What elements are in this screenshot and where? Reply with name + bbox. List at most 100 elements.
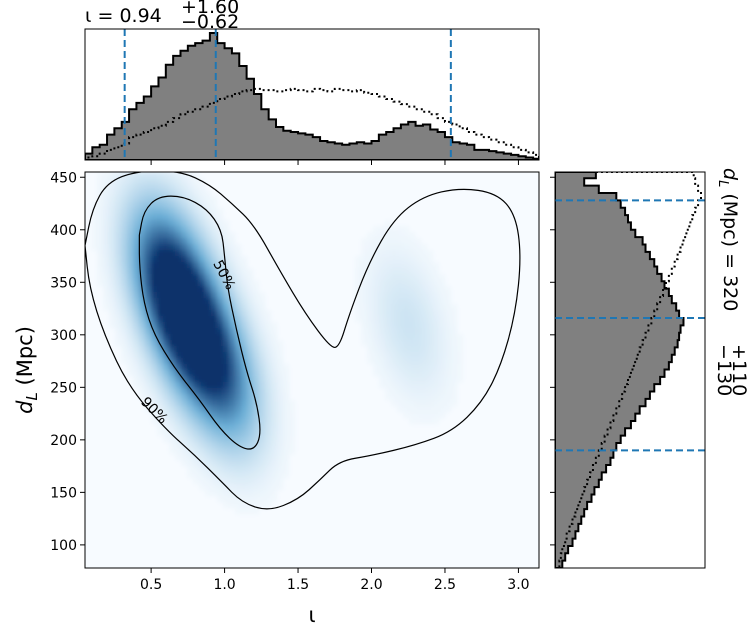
heatmap-cell <box>415 304 422 311</box>
heatmap-cell <box>133 292 140 299</box>
heatmap-cell <box>211 328 218 335</box>
heatmap-cell <box>253 304 260 311</box>
heatmap-cell <box>361 238 368 245</box>
heatmap-cell <box>229 274 236 281</box>
heatmap-cell <box>211 406 218 413</box>
heatmap-cell <box>205 364 212 371</box>
heatmap-cell <box>187 220 194 227</box>
heatmap-cell <box>217 286 224 293</box>
heatmap-cell <box>139 292 146 299</box>
heatmap-cell <box>427 412 434 419</box>
heatmap-cell <box>211 340 218 347</box>
heatmap-cell <box>145 358 152 365</box>
heatmap-cell <box>181 262 188 269</box>
heatmap-cell <box>211 256 218 263</box>
heatmap-cell <box>373 250 380 257</box>
main-panel: 50%90% 0.5 1.0 1.5 2.0 2.5 3.0 10015020025030… <box>13 170 540 627</box>
heatmap-cell <box>421 418 428 425</box>
heatmap-cell <box>193 256 200 263</box>
top-title: ι = 0.94 <box>85 5 162 27</box>
heatmap-cell <box>157 418 164 425</box>
heatmap-cell <box>217 460 224 467</box>
heatmap-cell <box>451 400 458 407</box>
heatmap-cell <box>205 280 212 287</box>
heatmap-cell <box>277 376 284 383</box>
heatmap-cell <box>163 406 170 413</box>
heatmap-cell <box>265 340 272 347</box>
heatmap-cell <box>193 406 200 413</box>
heatmap-cell <box>187 412 194 419</box>
heatmap-cell <box>403 274 410 281</box>
heatmap-cell <box>205 436 212 443</box>
heatmap-cell <box>163 364 170 371</box>
heatmap-cell <box>445 310 452 317</box>
heatmap-cell <box>187 244 194 251</box>
heatmap-cell <box>169 172 176 179</box>
heatmap-cell <box>265 436 272 443</box>
heatmap-cell <box>241 478 248 485</box>
heatmap-cell <box>181 334 188 341</box>
heatmap-cell <box>187 178 194 185</box>
heatmap-cell <box>385 304 392 311</box>
heatmap-cell <box>193 460 200 467</box>
heatmap-cell <box>265 316 272 323</box>
heatmap-cell <box>217 232 224 239</box>
heatmap-cell <box>145 394 152 401</box>
heatmap-cell <box>409 364 416 371</box>
heatmap-cell <box>217 346 224 353</box>
heatmap-cell <box>403 358 410 365</box>
heatmap-cell <box>361 334 368 341</box>
heatmap-cell <box>175 226 182 233</box>
heatmap-cell <box>379 250 386 257</box>
heatmap-cell <box>163 262 170 269</box>
heatmap-cell <box>283 460 290 467</box>
heatmap-cell <box>415 364 422 371</box>
heatmap-cell <box>235 436 242 443</box>
heatmap-cell <box>157 184 164 191</box>
heatmap-cell <box>235 328 242 335</box>
heatmap-cell <box>253 358 260 365</box>
heatmap-cell <box>223 304 230 311</box>
heatmap-cell <box>199 256 206 263</box>
heatmap-cell <box>241 430 248 437</box>
heatmap-cell <box>403 340 410 347</box>
heatmap-cell <box>223 280 230 287</box>
heatmap-cell <box>427 358 434 365</box>
heatmap-cell <box>289 412 296 419</box>
heatmap-cell <box>193 430 200 437</box>
heatmap-cell <box>97 226 104 233</box>
heatmap-cell <box>391 304 398 311</box>
heatmap-cell <box>103 226 110 233</box>
heatmap-cell <box>409 286 416 293</box>
heatmap-cell <box>457 352 464 359</box>
heatmap-cell <box>235 484 242 491</box>
heatmap-cell <box>193 376 200 383</box>
heatmap-cell <box>175 268 182 275</box>
heatmap-cell <box>181 406 188 413</box>
heatmap-cell <box>241 508 248 515</box>
heatmap-cell <box>199 346 206 353</box>
heatmap-cell <box>379 244 386 251</box>
heatmap-cell <box>157 322 164 329</box>
heatmap-cell <box>109 256 116 263</box>
heatmap-cell <box>433 382 440 389</box>
heatmap-cell <box>217 292 224 299</box>
heatmap-cell <box>397 328 404 335</box>
heatmap-cell <box>283 406 290 413</box>
x-tick-label: 2.0 <box>360 577 382 593</box>
heatmap-cell <box>181 292 188 299</box>
heatmap-cell <box>121 202 128 209</box>
heatmap-cell <box>217 328 224 335</box>
heatmap-cell <box>175 304 182 311</box>
heatmap-cell <box>397 280 404 287</box>
heatmap-cell <box>439 346 446 353</box>
heatmap-cell <box>415 316 422 323</box>
heatmap-cell <box>193 448 200 455</box>
heatmap-cell <box>223 238 230 245</box>
heatmap-cell <box>271 460 278 467</box>
heatmap-cell <box>451 382 458 389</box>
heatmap-cell <box>205 232 212 239</box>
heatmap-cell <box>223 394 230 401</box>
heatmap-cell <box>163 202 170 209</box>
heatmap-cell <box>175 400 182 407</box>
